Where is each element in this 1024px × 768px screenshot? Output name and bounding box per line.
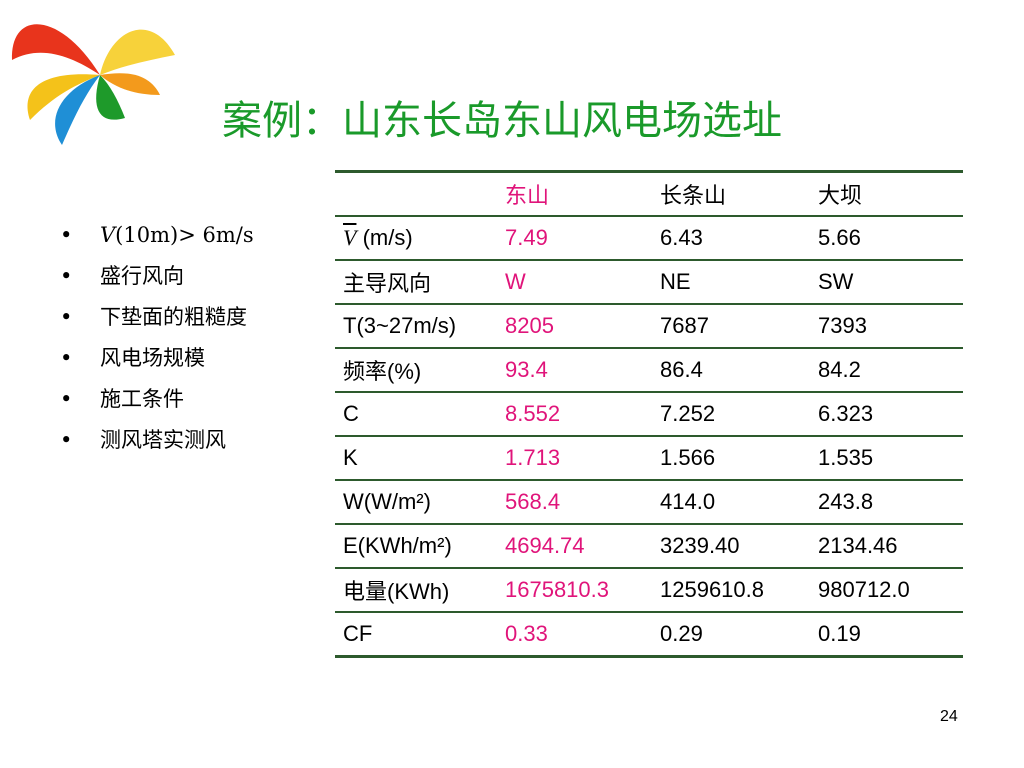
table-row: 主导风向 W NE SW [335, 260, 963, 305]
row-label-text: W(W/m²) [343, 489, 431, 514]
table-cell: 0.29 [652, 612, 810, 658]
header-cell [335, 170, 497, 217]
table-cell: 1675810.3 [497, 568, 652, 613]
row-label: 主导风向 [335, 260, 497, 305]
bullet-list: V(10m)> 6m/s 盛行风向下垫面的粗糙度风电场规模施工条件测风塔实测风 [58, 218, 254, 464]
header-row: 东山 长条山 大坝 [335, 170, 963, 217]
table-cell: 980712.0 [810, 568, 963, 613]
data-table: 东山 长条山 大坝 V (m/s) 7.49 6.43 5.66 主导风向 W NE SW T(3~2… [335, 170, 963, 658]
table-cell: 6.323 [810, 392, 963, 437]
bullet-text: (10m)> 6m/s [115, 223, 254, 247]
row-label: K [335, 436, 497, 481]
table-row: 电量(KWh) 1675810.3 1259610.8 980712.0 [335, 568, 963, 613]
table-row: 频率(%) 93.4 86.4 84.2 [335, 348, 963, 393]
row-label-text: K [343, 445, 358, 470]
table-cell: 414.0 [652, 480, 810, 525]
row-label-text: CF [343, 621, 373, 646]
table-row: K 1.713 1.566 1.535 [335, 436, 963, 481]
bullet-text: 施工条件 [100, 387, 184, 411]
row-label: E(KWh/m²) [335, 524, 497, 569]
bullet-text: 测风塔实测风 [100, 428, 226, 452]
row-symbol: V [343, 225, 357, 250]
row-label-text: 频率(%) [343, 359, 422, 384]
page-number: 24 [940, 708, 958, 725]
table-cell: 6.43 [652, 216, 810, 261]
table-cell: 4694.74 [497, 524, 652, 569]
table-cell: 1.713 [497, 436, 652, 481]
table-cell: 243.8 [810, 480, 963, 525]
table-cell: 1.566 [652, 436, 810, 481]
table-cell: W [497, 260, 652, 305]
row-label-text: 主导风向 [343, 271, 432, 296]
table-cell: 7687 [652, 304, 810, 349]
table-row: E(KWh/m²) 4694.74 3239.40 2134.46 [335, 524, 963, 569]
row-label-text: 电量(KWh) [343, 579, 450, 604]
slide-title: 案例：山东长岛东山风电场选址 [222, 98, 782, 144]
row-label: V (m/s) [335, 216, 497, 261]
table-cell: 1259610.8 [652, 568, 810, 613]
bullet-text: 盛行风向 [100, 264, 184, 288]
header-cell: 长条山 [652, 170, 810, 217]
row-label-text: T(3~27m/s) [343, 313, 457, 338]
table-row: V (m/s) 7.49 6.43 5.66 [335, 216, 963, 261]
row-label: 频率(%) [335, 348, 497, 393]
table-cell: 0.19 [810, 612, 963, 658]
bullet-item: V(10m)> 6m/s [58, 218, 254, 259]
table-cell: 5.66 [810, 216, 963, 261]
bullet-item: 下垫面的粗糙度 [58, 300, 254, 341]
row-label: C [335, 392, 497, 437]
row-label-text: E(KWh/m²) [343, 533, 452, 558]
table-cell: 8.552 [497, 392, 652, 437]
bullet-item: 风电场规模 [58, 341, 254, 382]
header-cell: 大坝 [810, 170, 963, 217]
table-cell: 7393 [810, 304, 963, 349]
table-cell: NE [652, 260, 810, 305]
table-row: T(3~27m/s) 8205 7687 7393 [335, 304, 963, 349]
table-cell: 2134.46 [810, 524, 963, 569]
row-label: T(3~27m/s) [335, 304, 497, 349]
table-cell: 7.252 [652, 392, 810, 437]
row-label: CF [335, 612, 497, 658]
table-cell: 93.4 [497, 348, 652, 393]
bullet-text: 下垫面的粗糙度 [100, 305, 247, 329]
table-cell: 1.535 [810, 436, 963, 481]
bullet-text: 风电场规模 [100, 346, 205, 370]
table-cell: SW [810, 260, 963, 305]
logo [11, 24, 175, 145]
bullet-item: 施工条件 [58, 382, 254, 423]
logo-petal [11, 24, 100, 75]
row-label: 电量(KWh) [335, 568, 497, 613]
header-cell: 东山 [497, 170, 652, 217]
bullet-item: 测风塔实测风 [58, 423, 254, 464]
row-label-text: (m/s) [362, 225, 413, 250]
logo-petal [55, 75, 100, 145]
logo-petal [100, 73, 160, 95]
table-cell: 3239.40 [652, 524, 810, 569]
table-cell: 8205 [497, 304, 652, 349]
row-label-text: C [343, 401, 359, 426]
table-cell: 0.33 [497, 612, 652, 658]
table-row: C 8.552 7.252 6.323 [335, 392, 963, 437]
table-cell: 7.49 [497, 216, 652, 261]
logo-petal [27, 74, 100, 120]
logo-petal [96, 75, 125, 120]
table-cell: 568.4 [497, 480, 652, 525]
table-cell: 86.4 [652, 348, 810, 393]
table-row: CF 0.33 0.29 0.19 [335, 612, 963, 658]
table-row: W(W/m²) 568.4 414.0 243.8 [335, 480, 963, 525]
logo-petal [100, 29, 175, 75]
bullet-symbol: V [100, 223, 116, 247]
bullet-item: 盛行风向 [58, 259, 254, 300]
table-cell: 84.2 [810, 348, 963, 393]
row-label: W(W/m²) [335, 480, 497, 525]
